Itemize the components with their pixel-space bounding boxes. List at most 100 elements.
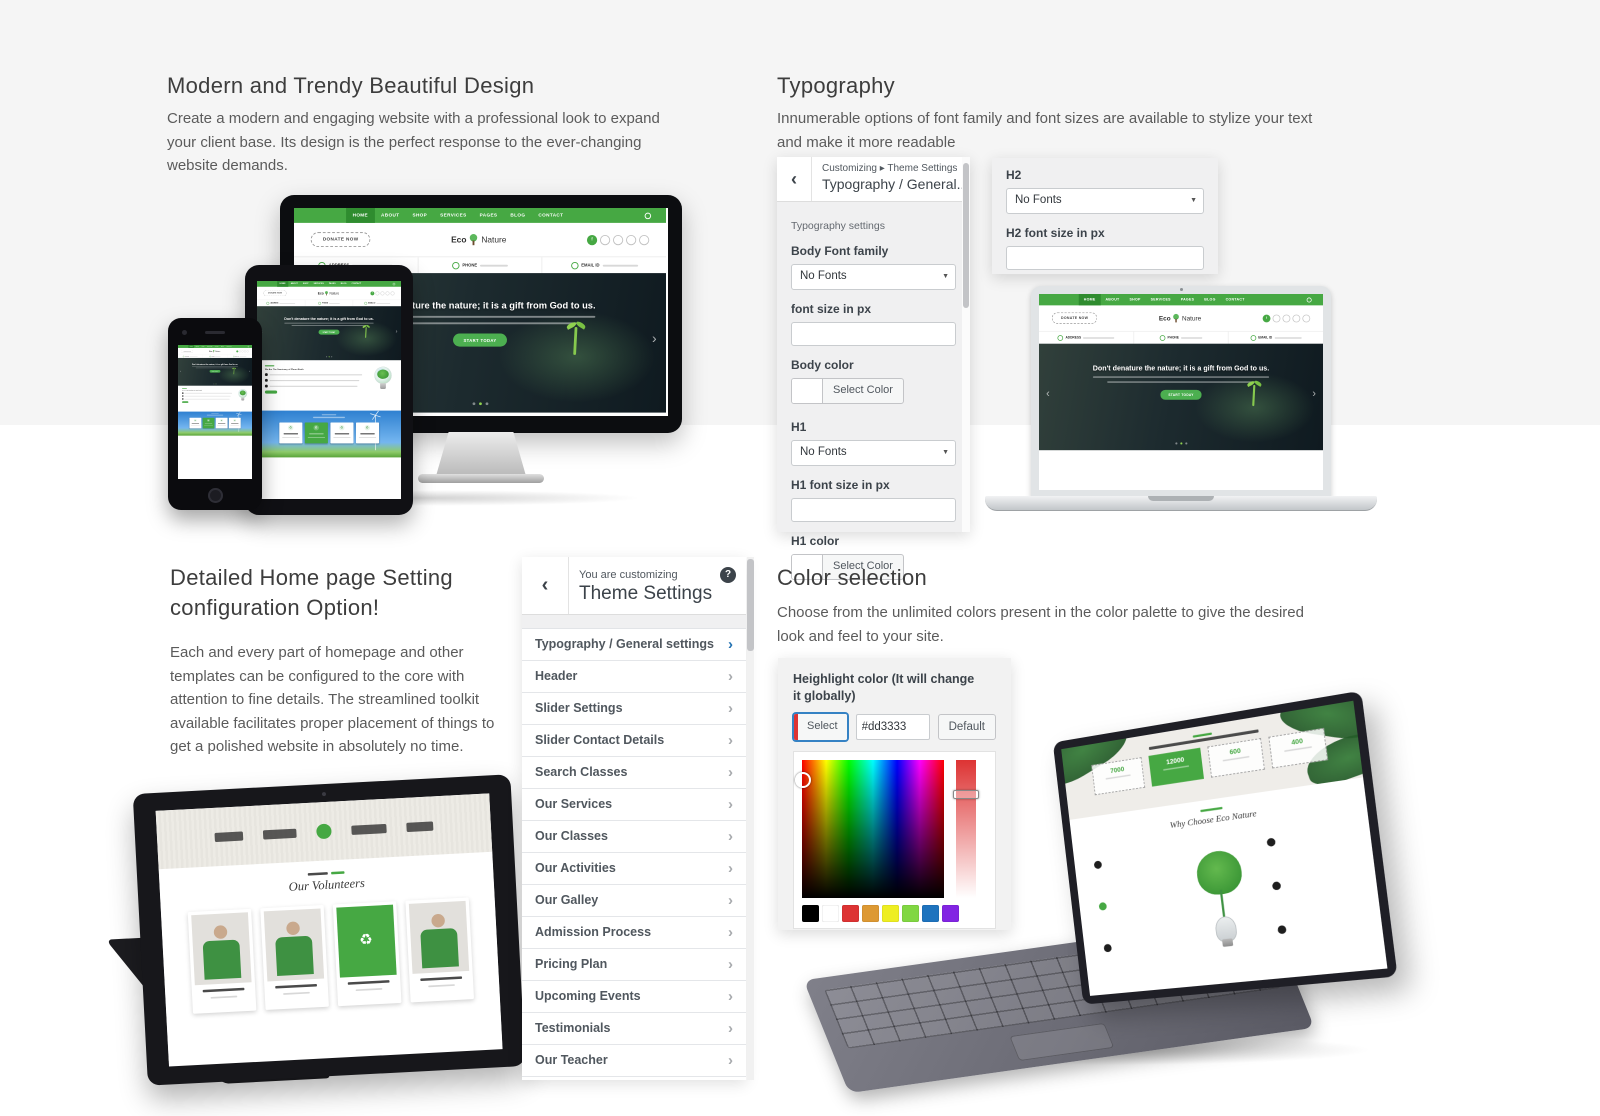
scrollbar-thumb[interactable] (747, 559, 754, 651)
theme-header-text: You are customizing Theme Settings (569, 557, 722, 614)
mail-icon (1250, 334, 1257, 341)
chevron-right-icon: › (728, 636, 733, 653)
phone-label: PHONE (462, 262, 478, 268)
contact-address: ADDRESS (1039, 331, 1134, 344)
menu-item-admission-process[interactable]: Admission Process › (522, 917, 746, 949)
h1-size-input[interactable] (791, 498, 956, 522)
select-color-button[interactable]: Select Color (793, 713, 848, 741)
bullet-icon (264, 384, 268, 388)
social-icons: f (1262, 314, 1311, 323)
volunteer-photo (263, 908, 324, 982)
back-button[interactable]: ‹ (522, 557, 569, 614)
stat-box: 7000 (1091, 757, 1146, 796)
facebook-icon: f (236, 350, 239, 353)
menu-item-upcoming-events[interactable]: Upcoming Events › (522, 981, 746, 1013)
laptop-camera (1180, 288, 1183, 291)
social-icons: f (370, 291, 395, 296)
default-button[interactable]: Default (937, 714, 996, 740)
menu-item-slider-settings[interactable]: Slider Settings › (522, 693, 746, 725)
econature-logo: Eco Nature (209, 350, 220, 353)
feature-icon (1093, 860, 1103, 870)
help-icon[interactable]: ? (720, 567, 736, 583)
design-section-title: Modern and Trendy Beautiful Design (167, 73, 535, 99)
client-logo (406, 821, 434, 832)
placeholder-bar (182, 388, 187, 389)
menu-item-our-galley[interactable]: Our Galley › (522, 885, 746, 917)
laptop-screen-frame: 7000 12000 600 400 Why Choose Eco Nature (1052, 690, 1398, 1005)
shade-slider[interactable] (953, 760, 979, 898)
volunteer-card (187, 908, 256, 1014)
body-font-label: Body Font family (791, 244, 889, 258)
body-font-select[interactable]: No Fonts ▼ (791, 264, 956, 290)
menu-item-typography[interactable]: Typography / General settings › (522, 629, 746, 661)
carousel-dots (257, 356, 401, 358)
menu-item-our-classes[interactable]: Our Classes › (522, 821, 746, 853)
mockup-nav-blog: BLOG (221, 345, 225, 348)
google-icon (385, 291, 390, 296)
scrollbar-thumb[interactable] (963, 163, 969, 308)
recycle-icon: ♻ (220, 419, 223, 422)
swatch-white[interactable] (822, 905, 839, 922)
body-color-button[interactable]: Select Color (791, 378, 904, 404)
twitter-icon (238, 350, 241, 353)
swatch-black[interactable] (802, 905, 819, 922)
menu-item-our-activities[interactable]: Our Activities › (522, 853, 746, 885)
h2-size-input[interactable] (1006, 246, 1204, 270)
bullet-icon (182, 395, 184, 397)
swatch-purple[interactable] (942, 905, 959, 922)
menu-item-pricing-plan[interactable]: Pricing Plan › (522, 949, 746, 981)
swatch-orange[interactable] (862, 905, 879, 922)
menu-item-our-services[interactable]: Our Services › (522, 789, 746, 821)
volunteer-card (404, 897, 474, 1003)
linkedin-icon (1282, 314, 1291, 323)
carousel-next-icon: › (395, 328, 398, 335)
h1-color-button[interactable]: Select Color (791, 554, 904, 580)
about-list-item (182, 392, 235, 394)
stat-box: 600 (1207, 738, 1265, 778)
panel-scrollbar[interactable] (747, 557, 754, 1080)
email-label: EMAIL ID (368, 302, 376, 305)
panel-scrollbar[interactable] (962, 157, 970, 532)
mockup-header: DONATE NOW Eco Nature f (294, 222, 666, 257)
menu-item-slider-contact[interactable]: Slider Contact Details › (522, 725, 746, 757)
theme-panel-title: Theme Settings (579, 583, 713, 604)
econature-logo: Eco Nature (1159, 313, 1202, 323)
menu-item-our-teacher[interactable]: Our Teacher › (522, 1045, 746, 1077)
placeholder-bar (291, 325, 367, 326)
mockup-nav-home: HOME (277, 281, 289, 287)
about-list-item (264, 384, 367, 388)
logo-text-nature: Nature (1182, 314, 1202, 322)
mail-icon (1302, 314, 1311, 323)
start-today-button: START TODAY (209, 369, 221, 373)
laptop-notch (1148, 496, 1214, 501)
volunteer-photo: ♻ (335, 904, 397, 978)
menu-item-testimonials[interactable]: Testimonials › (522, 1013, 746, 1045)
about-heading: We Are The Sanctuary of Planet Earth (264, 368, 304, 371)
h1-font-select[interactable]: No Fonts ▼ (791, 440, 956, 466)
back-button[interactable]: ‹ (777, 157, 812, 201)
saturation-gradient[interactable] (795, 760, 944, 898)
bullet-icon (264, 373, 268, 377)
about-section: We Are The Sanctuary of Planet Earth (178, 385, 252, 412)
slider-handle[interactable] (953, 790, 979, 799)
swatch-blue[interactable] (922, 905, 939, 922)
chevron-right-icon: › (728, 956, 733, 973)
chevron-right-icon: › (728, 924, 733, 941)
start-today-button: START TODAY (1160, 389, 1202, 400)
carousel-prev-icon: ‹ (1046, 387, 1050, 400)
swatch-red[interactable] (842, 905, 859, 922)
mail-icon (233, 355, 235, 358)
font-size-input[interactable] (791, 322, 956, 346)
swatch-green[interactable] (902, 905, 919, 922)
phone-screen: HOME ABOUT SHOP SERVICES PAGES BLOG CONT… (178, 345, 252, 479)
mail-icon (639, 234, 650, 245)
contact-email: EMAIL ID (227, 355, 252, 358)
hex-color-input[interactable] (855, 714, 930, 740)
menu-item-search-classes[interactable]: Search Classes › (522, 757, 746, 789)
menu-item-header[interactable]: Header › (522, 661, 746, 693)
about-content: We Are The Sanctuary of Planet Earth (182, 388, 235, 411)
swatch-yellow[interactable] (882, 905, 899, 922)
gradient-handle[interactable] (795, 772, 811, 788)
h2-font-select[interactable]: No Fonts ▼ (1006, 188, 1204, 214)
